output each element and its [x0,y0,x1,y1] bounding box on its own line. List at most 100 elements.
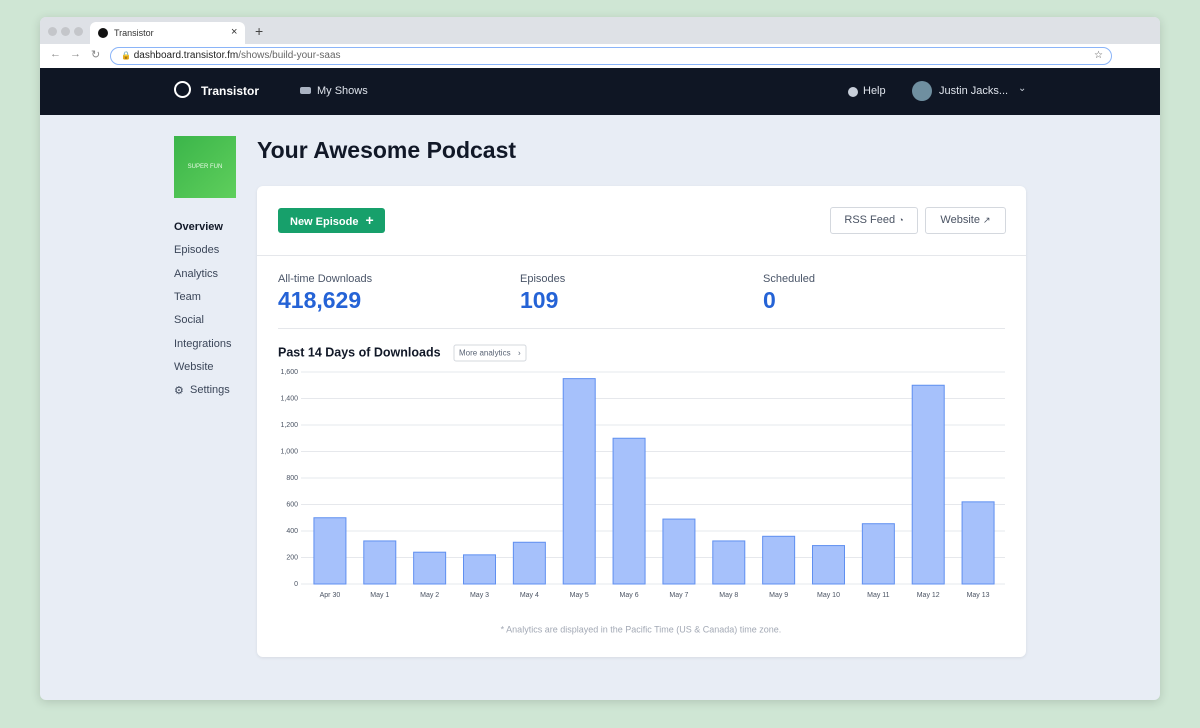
cover-text: SUPER FUN [187,164,223,170]
lock-icon: 🔒 [121,51,131,60]
x-tick-label: May 8 [719,592,738,599]
bar [812,545,845,585]
brand-name[interactable]: Transistor [201,84,260,98]
y-tick-label: 1,400 [280,395,298,402]
tab-title: Transistor [114,28,154,38]
my-shows-link[interactable]: My Shows [317,85,368,97]
sidebar-link[interactable]: Integrations [174,338,232,350]
x-tick-label: May 12 [917,592,940,599]
y-tick-label: 600 [286,501,298,508]
y-tick-label: 1,000 [280,448,298,455]
bar [911,384,945,585]
y-tick-label: 0 [294,581,298,588]
sidebar-link[interactable]: Social [174,314,204,326]
url-path: /shows/build-your-saas [238,50,341,61]
x-tick-label: May 3 [470,592,489,599]
x-tick-label: May 9 [769,592,788,599]
bar [363,540,397,585]
x-tick-label: May 2 [420,592,439,599]
stat-label: Episodes [520,273,566,285]
page-title: Your Awesome Podcast [257,137,517,163]
brand-logo[interactable] [174,81,191,98]
button-label: RSS Feed [844,214,896,226]
help-link[interactable]: Help [863,85,886,97]
tab-favicon [98,28,108,38]
website-button[interactable]: Website ↗ [925,207,1006,234]
bar [961,501,995,585]
x-tick-label: May 13 [967,592,990,599]
sidebar-link[interactable]: Settings [190,384,230,396]
browser-window: Transistor × + ← → ↻ 🔒 dashboard.transis… [40,17,1160,700]
overview-card: New Episode + RSS Feed ◔ Website ↗ All-ti… [257,186,1026,657]
help-icon [848,87,858,97]
bar [762,535,796,585]
divider [257,255,1026,256]
x-tick-label: May 6 [620,592,639,599]
new-tab[interactable]: + [255,23,264,39]
more-analytics-button[interactable] [453,344,527,362]
y-tick-label: 1,200 [280,422,298,429]
bar [612,437,646,585]
y-tick-label: 800 [286,475,298,482]
user-chevron[interactable]: ⌄ [1018,83,1027,94]
chart-title: Past 14 Days of Downloads [278,345,441,359]
more-analytics-label[interactable]: More analytics [459,349,511,358]
reload-button[interactable]: ↻ [91,49,101,61]
stat-label: Scheduled [763,273,815,285]
x-tick-label: May 7 [669,592,688,599]
new-episode-button[interactable]: New Episode + [278,208,385,233]
stat-value: 109 [520,287,559,313]
external-icon: ↗ [983,215,991,225]
stat-label: All-time Downloads [278,273,373,285]
downloads-chart: Past 14 Days of Downloads More analytics… [278,344,1005,634]
rss-icon: ◔ [898,215,904,225]
x-tick-label: May 4 [520,592,539,599]
bar [562,378,596,585]
tab-close[interactable]: × [231,26,238,38]
bookmark-star[interactable]: ☆ [1094,50,1103,61]
bar [413,551,447,585]
y-tick-label: 1,600 [280,369,298,376]
x-tick-label: May 5 [570,592,589,599]
browser-tab[interactable]: Transistor × [90,22,245,44]
sidebar-link[interactable]: Episodes [174,244,220,256]
window-maximize[interactable] [74,27,83,36]
y-tick-label: 400 [286,528,298,535]
bar [313,517,347,585]
forward-button[interactable]: → [70,48,81,60]
address-bar: ← → ↻ 🔒 dashboard.transistor.fm/shows/bu… [40,44,1160,69]
bar [712,540,746,585]
sidebar-link[interactable]: Overview [174,221,223,233]
settings-icon: ⚙ [174,385,184,397]
shows-icon [300,87,311,94]
plus-icon: + [365,212,374,228]
x-tick-label: May 10 [817,592,840,599]
url-field[interactable]: 🔒 dashboard.transistor.fm/shows/build-yo… [110,47,1112,65]
user-avatar[interactable] [912,81,932,101]
window-close[interactable] [48,27,57,36]
x-tick-label: May 1 [370,592,389,599]
bar [512,541,546,585]
top-nav: Transistor My Shows Help Justin Jacks...… [40,68,1160,115]
stat-value: 418,629 [278,287,362,313]
user-menu[interactable]: Justin Jacks... [939,85,1009,97]
chart-note: * Analytics are displayed in the Pacific… [501,624,782,634]
button-label: New Episode [290,216,359,228]
back-button[interactable]: ← [50,48,61,60]
sidebar-link[interactable]: Website [174,361,214,373]
sidebar-link[interactable]: Analytics [174,268,219,280]
show-cover: SUPER FUN [174,136,236,198]
divider [278,328,1005,329]
bar [861,523,895,585]
y-tick-label: 200 [286,554,298,561]
url-host: dashboard.transistor.fm [133,50,239,61]
tab-bar: Transistor × + [40,17,1160,44]
x-tick-label: Apr 30 [320,592,341,599]
rss-feed-button[interactable]: RSS Feed ◔ [830,207,918,234]
bar [463,554,496,585]
window-minimize[interactable] [61,27,70,36]
sidebar-link[interactable]: Team [174,291,201,303]
button-label: Website [940,214,980,226]
stat-value: 0 [763,287,776,313]
